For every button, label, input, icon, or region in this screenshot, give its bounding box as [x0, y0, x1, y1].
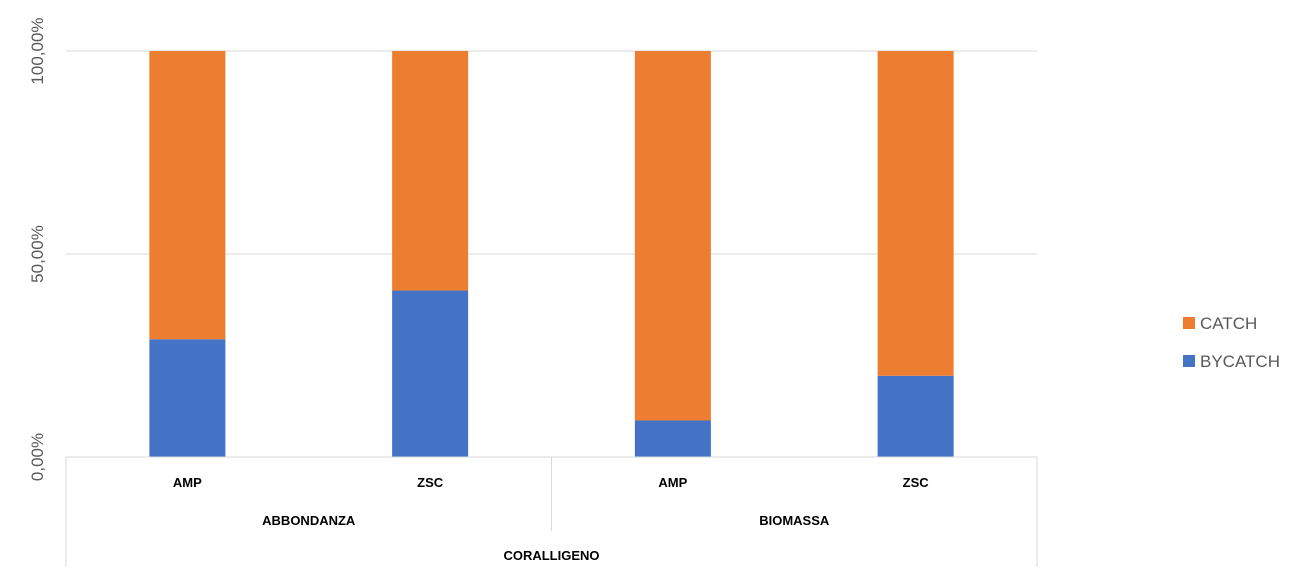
- legend-swatch: [1183, 317, 1195, 329]
- x-group-label: BIOMASSA: [759, 513, 830, 528]
- bar-bycatch: [877, 375, 954, 457]
- legend-label: CATCH: [1200, 314, 1257, 333]
- category-axis: ABBONDANZA BIOMASSA AMP ZSC AMP ZSC CORALLIGEN…: [65, 456, 1038, 567]
- grid-lines: [66, 50, 1037, 255]
- legend-label: BYCATCH: [1200, 352, 1280, 371]
- bar-catch: [877, 51, 954, 376]
- x-tick-label: ZSC: [903, 475, 930, 490]
- x-tick-label: AMP: [173, 475, 202, 490]
- bar-catch: [392, 51, 469, 291]
- x-tick-label: AMP: [658, 475, 687, 490]
- bar-bycatch: [392, 290, 469, 457]
- bars: [149, 51, 954, 457]
- bar-catch: [634, 51, 711, 421]
- x-group-label: ABBONDANZA: [262, 513, 356, 528]
- x-tick-label: ZSC: [417, 475, 444, 490]
- bar-bycatch: [149, 339, 226, 457]
- legend-swatch: [1183, 355, 1195, 367]
- y-axis-ticks: 0,00% 50,00% 100,00%: [28, 17, 47, 481]
- bar-catch: [149, 51, 226, 340]
- y-tick-label: 0,00%: [28, 433, 47, 481]
- y-tick-label: 100,00%: [28, 17, 47, 84]
- y-tick-label: 50,00%: [28, 225, 47, 283]
- bar-bycatch: [634, 420, 711, 457]
- x-top-group-label: CORALLIGENO: [503, 548, 599, 563]
- legend: CATCH BYCATCH: [1183, 314, 1280, 371]
